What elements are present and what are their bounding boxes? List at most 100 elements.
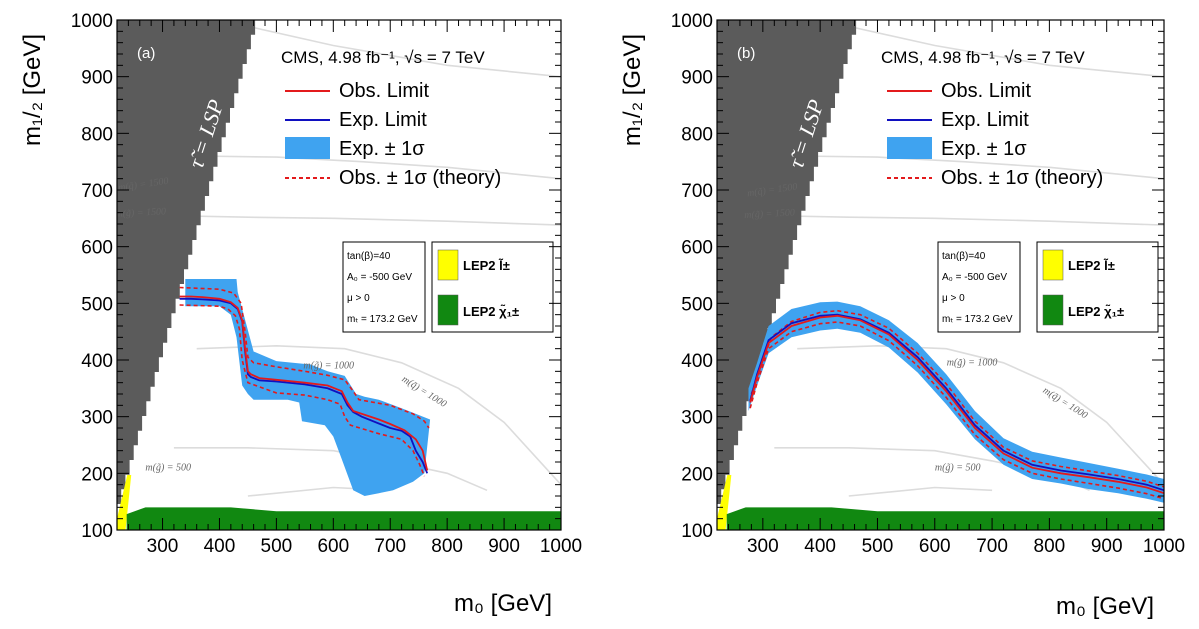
x-tick-label: 500 <box>862 536 894 557</box>
mass-contour-curve <box>797 155 1164 180</box>
params-box <box>937 241 1021 333</box>
x-tick-label: 1000 <box>540 536 582 557</box>
x-tick-label: 900 <box>488 536 520 557</box>
y-tick-label: 300 <box>81 408 113 429</box>
y-tick-label: 800 <box>681 124 713 145</box>
y-tick-label: 500 <box>681 294 713 315</box>
contour-label: m(g̃) = 1000 <box>303 361 354 372</box>
x-tick-label: 800 <box>431 536 463 557</box>
plot-frame <box>116 19 562 531</box>
exp-limit-line <box>749 313 1164 492</box>
param-text: tan(β)=40 <box>347 251 391 262</box>
mass-contour-curve <box>797 344 1164 486</box>
x-tick-label: 300 <box>747 536 779 557</box>
params-box <box>342 241 426 333</box>
x-axis-label: m₀ [GeV] <box>454 590 552 617</box>
y-tick-label: 600 <box>681 238 713 259</box>
cms-header: CMS, 4.98 fb⁻¹, √s = 7 TeV <box>281 48 485 67</box>
y-tick-label: 700 <box>81 181 113 202</box>
y-tick-label: 800 <box>81 124 113 145</box>
cms-header: CMS, 4.98 fb⁻¹, √s = 7 TeV <box>881 48 1085 67</box>
x-tick-label: 700 <box>976 536 1008 557</box>
obs-theory-1sigma-line <box>750 309 1164 488</box>
lep2-chargino-region <box>126 507 561 530</box>
legend-entry: Exp. ± 1σ <box>339 138 425 160</box>
x-tick-label: 600 <box>919 536 951 557</box>
obs-theory-1sigma-line <box>179 304 426 477</box>
x-tick-label: 300 <box>147 536 179 557</box>
y-tick-label: 600 <box>81 238 113 259</box>
x-tick-label: 700 <box>374 536 406 557</box>
x-tick-label: 500 <box>261 536 293 557</box>
obs-limit-line <box>749 314 1164 495</box>
legend-entry: Obs. Limit <box>941 80 1031 102</box>
x-tick-label: 400 <box>804 536 836 557</box>
mass-contour-curve <box>173 447 488 492</box>
param-text: A₀ = -500 GeV <box>942 272 1007 283</box>
lep-legend-entry: LEP2 l̃± <box>1068 258 1115 273</box>
obs-limit-line <box>179 295 429 471</box>
lep-legend-entry: LEP2 χ̃₁± <box>1068 304 1124 319</box>
mass-contour-curve <box>162 214 561 226</box>
mass-contour-curve <box>762 214 1164 226</box>
x-tick-label: 900 <box>1091 536 1123 557</box>
y-tick-label: 700 <box>681 181 713 202</box>
param-text: A₀ = -500 GeV <box>347 272 412 283</box>
exp-1sigma-band <box>185 279 431 496</box>
legend-entry: Obs. Limit <box>339 80 429 102</box>
lep-legend-swatch-slepton <box>1042 249 1064 281</box>
param-text: tan(β)=40 <box>942 251 986 262</box>
y-tick-label: 100 <box>81 521 113 542</box>
y-tick-label: 400 <box>681 351 713 372</box>
y-tick-label: 1000 <box>71 11 113 32</box>
lep-legend-entry: LEP2 l̃± <box>463 258 510 273</box>
y-tick-label: 500 <box>81 294 113 315</box>
param-text: mₜ = 173.2 GeV <box>942 314 1013 325</box>
legend-entry: Obs. ± 1σ (theory) <box>339 167 501 189</box>
mass-contour-curve <box>196 155 561 180</box>
lep-legend-swatch-slepton <box>437 249 459 281</box>
lep-legend-swatch-chargino <box>437 294 459 326</box>
legend-entry: Exp. Limit <box>941 109 1029 131</box>
y-tick-label: 1000 <box>671 11 713 32</box>
legend-swatch-band <box>887 137 932 159</box>
lep2-chargino-region <box>726 507 1164 530</box>
y-tick-label: 100 <box>681 521 713 542</box>
legend-swatch-band <box>285 137 330 159</box>
legend-entry: Obs. ± 1σ (theory) <box>941 167 1103 189</box>
contour-label: m(q̃) = 1000 <box>400 374 449 410</box>
x-tick-label: 400 <box>204 536 236 557</box>
x-tick-label: 1000 <box>1143 536 1185 557</box>
lep-legend-swatch-chargino <box>1042 294 1064 326</box>
param-text: mₜ = 173.2 GeV <box>347 314 418 325</box>
lep2-slepton-region <box>717 475 732 530</box>
legend-entry: Exp. Limit <box>339 109 427 131</box>
contour-label: m(g̃) = 500 <box>935 463 981 474</box>
y-axis-label: m₁/₂ [GeV] <box>19 34 46 146</box>
legend-entry: Exp. ± 1σ <box>941 138 1027 160</box>
param-text: μ > 0 <box>347 293 370 304</box>
obs-theory-1sigma-line <box>179 286 430 429</box>
lsp-excluded-region <box>717 20 861 519</box>
lsp-excluded-region <box>117 20 260 519</box>
lep-legend-entry: LEP2 χ̃₁± <box>463 304 519 319</box>
panel-label: (a) <box>137 45 155 62</box>
y-tick-label: 900 <box>681 68 713 89</box>
lep2-slepton-region <box>117 475 132 530</box>
mass-contour-curve <box>219 20 561 78</box>
x-tick-label: 800 <box>1034 536 1066 557</box>
y-tick-label: 400 <box>81 351 113 372</box>
mass-contour-curve <box>820 20 1164 78</box>
plot-frame <box>716 19 1165 531</box>
panel-label: (b) <box>737 45 755 62</box>
contour-label: m(g̃) = 1500 <box>744 207 795 221</box>
y-tick-label: 300 <box>681 408 713 429</box>
x-axis-label: m₀ [GeV] <box>1056 593 1154 620</box>
y-axis-label: m₁/₂ [GeV] <box>619 34 646 146</box>
mass-contour-curve <box>848 486 993 497</box>
